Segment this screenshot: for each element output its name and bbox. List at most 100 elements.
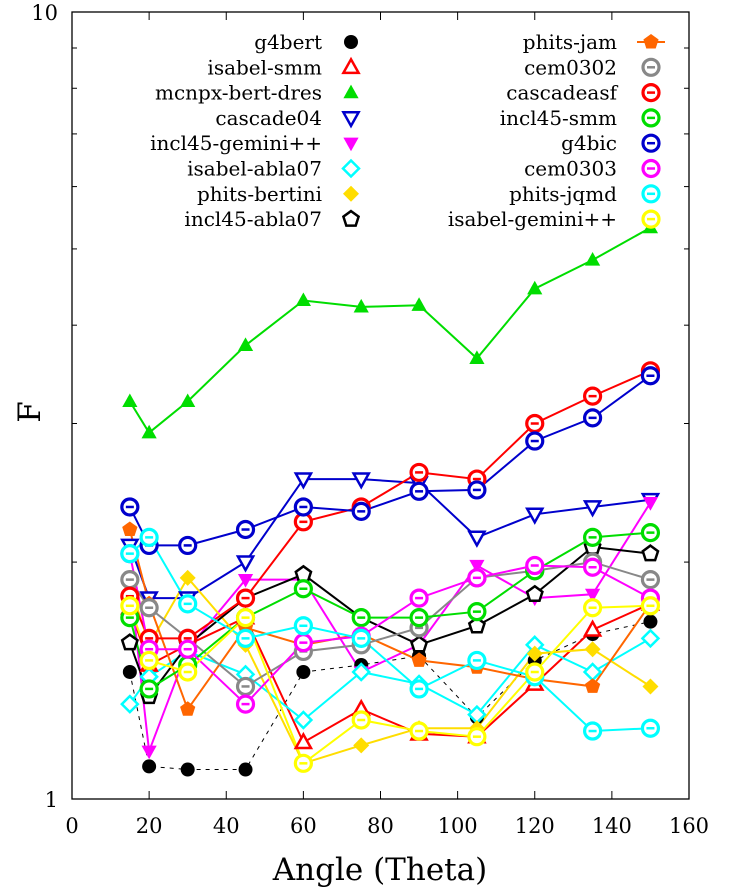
legend-item: phits-bertini [197, 182, 359, 206]
series-line-g4bert [129, 621, 651, 770]
data-point-incl45-abla07 [410, 635, 429, 653]
data-point-cascade04 [351, 472, 371, 490]
data-point-phits-jqmd [235, 628, 256, 648]
data-point-g4bert [180, 762, 195, 777]
data-point-g4bic [178, 535, 198, 556]
data-point-isabel-smm [582, 619, 603, 637]
legend-label: phits-bertini [197, 182, 322, 206]
data-point-incl45-abla07 [641, 544, 660, 562]
data-point-phits-bertini [526, 645, 543, 662]
legend-marker [343, 84, 359, 99]
legend-label: incl45-abla07 [184, 207, 322, 231]
data-point-isabel-gemini++ [351, 710, 371, 730]
x-tick-label: 0 [65, 814, 78, 838]
legend-marker [341, 111, 361, 129]
data-point-isabel-abla07 [351, 662, 371, 682]
data-point-incl45-smm [467, 602, 487, 622]
data-point-cascade04 [293, 472, 314, 490]
data-point-mcnpx-bert-dres [180, 393, 196, 408]
legend-label: incl45-gemini++ [150, 131, 322, 155]
legend-item: cem0302 [524, 55, 661, 79]
data-point-phits-jqmd [120, 544, 140, 564]
y-axis-label: F [12, 401, 48, 423]
legend-marker [641, 133, 661, 153]
legend-label: phits-jqmd [509, 182, 617, 206]
data-point-mcnpx-bert-dres [122, 393, 138, 408]
data-point-cem0302 [235, 676, 256, 697]
data-point-cascadeasf [582, 386, 603, 406]
series-line-cascadeasf [128, 369, 651, 640]
data-point-mcnpx-bert-dres [527, 280, 543, 295]
legend-label: isabel-smm [207, 55, 322, 79]
series-line-g4bic [128, 374, 651, 547]
data-point-incl45-abla07 [525, 584, 544, 603]
x-axis-label: Angle (Theta) [272, 852, 487, 888]
plot-series-group [128, 226, 652, 770]
data-point-incl45-abla07 [467, 616, 486, 634]
data-point-mcnpx-bert-dres [141, 424, 157, 439]
data-point-phits-jqmd [351, 628, 371, 648]
series-line-cascade04 [128, 478, 651, 600]
legend-marker [641, 108, 661, 128]
legend-label: g4bert [254, 30, 322, 54]
legend-item: incl45-abla07 [184, 207, 361, 231]
data-point-cascade04 [467, 530, 487, 548]
legend-label: cem0303 [524, 157, 617, 181]
data-point-isabel-gemini++ [293, 753, 313, 773]
data-point-isabel-gemini++ [525, 662, 545, 682]
data-point-isabel-gemini++ [409, 721, 429, 741]
data-point-incl45-abla07 [294, 564, 313, 582]
data-point-g4bert [142, 759, 157, 774]
legend-label: isabel-abla07 [187, 157, 322, 181]
data-point-mcnpx-bert-dres [237, 337, 254, 352]
legend-item: isabel-abla07 [187, 157, 361, 181]
data-point-phits-jqmd [178, 594, 198, 614]
data-point-g4bert [238, 762, 253, 777]
x-tick-label: 20 [136, 814, 163, 838]
data-point-phits-jam [585, 678, 601, 693]
data-point-phits-jqmd [640, 718, 661, 738]
data-point-mcnpx-bert-dres [469, 350, 485, 364]
data-point-incl45-smm [582, 527, 603, 547]
data-point-incl45-smm [351, 608, 371, 628]
legend-label: isabel-gemini++ [448, 207, 617, 231]
data-point-incl45-gemini++ [469, 559, 485, 574]
data-point-g4bert [122, 665, 137, 680]
x-tick-label: 140 [592, 814, 632, 838]
data-point-cascadeasf [409, 462, 429, 483]
legend-item: mcnpx-bert-dres [155, 81, 359, 105]
axes-group: 0 20 40 60 80 100 120 140 160 1 10 [31, 1, 709, 838]
data-point-g4bic [120, 497, 140, 517]
legend-item: phits-jam [523, 30, 665, 54]
legend-item: g4bert [254, 30, 358, 54]
data-point-incl45-smm [139, 679, 159, 699]
data-point-mcnpx-bert-dres [353, 298, 369, 313]
legend-item: isabel-gemini++ [448, 207, 661, 231]
data-point-phits-jam [180, 701, 196, 716]
legend-marker [641, 82, 661, 103]
legend: g4bertisabel-smmmcnpx-bert-drescascade04… [150, 30, 665, 231]
data-point-phits-bertini [584, 641, 601, 658]
data-point-incl45-gemini++ [584, 588, 601, 603]
legend-item: phits-jqmd [509, 182, 661, 206]
data-point-g4bic [409, 481, 429, 501]
data-point-isabel-gemini++ [467, 727, 487, 747]
data-point-isabel-gemini++ [139, 650, 159, 671]
data-point-phits-jam [122, 521, 138, 536]
data-point-incl45-smm [640, 523, 661, 543]
data-point-isabel-gemini++ [178, 662, 198, 682]
data-point-cascade04 [582, 500, 603, 518]
data-point-incl45-gemini++ [141, 745, 157, 760]
x-tick-label: 100 [438, 814, 478, 838]
legend-marker [641, 158, 661, 179]
y-tick-label: 10 [31, 1, 58, 25]
data-point-phits-bertini [642, 678, 659, 695]
series-line-phits-bertini [128, 576, 651, 765]
legend-label: incl45-smm [500, 106, 617, 130]
data-point-cascadeasf [525, 413, 545, 434]
data-point-cem0303 [467, 568, 487, 588]
legend-item: incl45-gemini++ [150, 131, 359, 155]
data-point-isabel-gemini++ [235, 608, 256, 628]
x-tick-label: 60 [290, 814, 317, 838]
